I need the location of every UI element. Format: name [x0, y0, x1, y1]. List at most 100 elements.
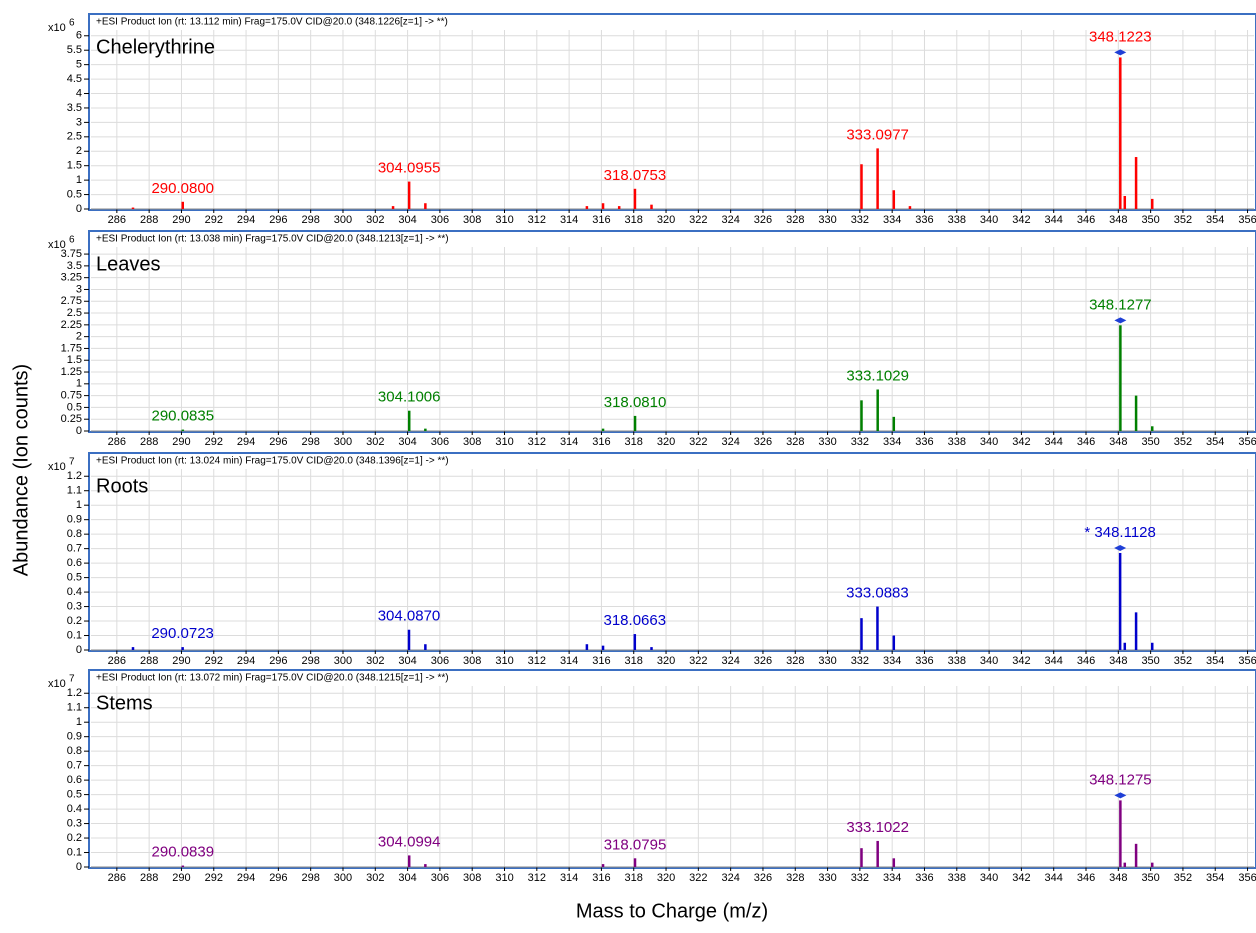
peak — [892, 190, 896, 209]
peak — [181, 201, 184, 209]
x-tick-label: 286 — [108, 655, 126, 667]
x-tick-label: 310 — [495, 655, 513, 667]
x-tick-label: 328 — [786, 872, 804, 884]
x-tick-label: 318 — [625, 655, 643, 667]
peak — [181, 865, 185, 867]
x-tick-label: 340 — [980, 436, 998, 448]
x-tick-label: 348 — [1109, 436, 1127, 448]
peak — [860, 164, 863, 209]
x-tick-label: 342 — [1012, 214, 1030, 226]
x-tick-label: 320 — [657, 214, 675, 226]
x-tick-label: 302 — [366, 872, 384, 884]
precursor-marker — [1114, 317, 1127, 324]
x-tick-label: 328 — [786, 436, 804, 448]
y-tick-label: 0.8 — [67, 528, 82, 540]
x-tick-label: 336 — [915, 214, 933, 226]
x-tick-label: 338 — [948, 214, 966, 226]
x-tick-label: 300 — [334, 872, 352, 884]
x-tick-label: 292 — [205, 214, 223, 226]
x-tick-label: 356 — [1238, 436, 1256, 448]
peak — [424, 203, 427, 209]
x-tick-label: 342 — [1012, 436, 1030, 448]
x-tick-label: 338 — [948, 872, 966, 884]
x-tick-label: 352 — [1174, 436, 1192, 448]
y-tick-label: 0.4 — [67, 803, 82, 815]
panel-frame — [88, 230, 1256, 433]
x-tick-label: 322 — [689, 872, 707, 884]
x-tick-label: 354 — [1206, 872, 1224, 884]
peak-label: 333.0977 — [846, 126, 909, 143]
x-tick-label: 310 — [495, 872, 513, 884]
scale-exponent: 7 — [69, 457, 75, 468]
peak-label: 333.1029 — [846, 367, 909, 384]
x-tick-label: 294 — [237, 872, 255, 884]
x-tick-label: 352 — [1174, 872, 1192, 884]
x-tick-label: 292 — [205, 436, 223, 448]
peak — [633, 188, 637, 209]
x-tick-label: 308 — [463, 436, 481, 448]
x-tick-label: 334 — [883, 214, 901, 226]
y-tick-label: 0 — [76, 203, 82, 215]
x-tick-label: 326 — [754, 214, 772, 226]
peak — [131, 207, 135, 209]
x-tick-label: 348 — [1109, 214, 1127, 226]
peak — [617, 206, 621, 209]
x-tick-label: 296 — [269, 655, 287, 667]
panel-header: +ESI Product Ion (rt: 13.112 min) Frag=1… — [96, 17, 448, 28]
peak — [1123, 196, 1127, 209]
scale-label: x10 — [48, 461, 66, 473]
x-tick-label: 324 — [721, 214, 739, 226]
peak — [1150, 862, 1154, 867]
peak — [585, 206, 589, 209]
y-tick-label: 5 — [76, 59, 82, 71]
x-tick-label: 356 — [1238, 655, 1256, 667]
x-tick-label: 312 — [528, 214, 546, 226]
peak — [601, 428, 605, 431]
x-tick-label: 316 — [592, 655, 610, 667]
peak-label: * 348.1128 — [1084, 524, 1155, 541]
x-tick-label: 352 — [1174, 214, 1192, 226]
peak — [650, 204, 653, 209]
scale-label: x10 — [48, 678, 66, 690]
peak — [407, 410, 411, 431]
panel-header: +ESI Product Ion (rt: 13.024 min) Frag=1… — [96, 456, 449, 467]
x-tick-label: 294 — [237, 214, 255, 226]
x-tick-label: 300 — [334, 655, 352, 667]
peak — [131, 647, 135, 650]
peak — [876, 840, 879, 867]
y-tick-label: 1.5 — [67, 160, 82, 172]
x-tick-label: 342 — [1012, 872, 1030, 884]
x-tick-label: 310 — [495, 214, 513, 226]
scale-exponent: 6 — [69, 235, 75, 246]
x-tick-label: 318 — [625, 872, 643, 884]
peak — [876, 389, 879, 431]
y-tick-label: 2.5 — [67, 307, 82, 319]
peak — [1119, 325, 1122, 431]
x-tick-label: 304 — [398, 214, 416, 226]
x-tick-label: 290 — [172, 872, 190, 884]
y-tick-label: 2.75 — [61, 295, 82, 307]
x-tick-label: 296 — [269, 872, 287, 884]
x-tick-label: 302 — [366, 436, 384, 448]
peak — [892, 635, 896, 650]
panel-header: +ESI Product Ion (rt: 13.072 min) Frag=1… — [96, 673, 449, 684]
x-tick-label: 324 — [721, 436, 739, 448]
x-tick-label: 290 — [172, 214, 190, 226]
peak-label: 304.0870 — [378, 608, 441, 625]
y-tick-label: 0.2 — [67, 832, 82, 844]
y-tick-label: 0.75 — [61, 390, 82, 402]
y-tick-label: 1.1 — [67, 485, 82, 497]
x-tick-label: 344 — [1045, 436, 1063, 448]
y-tick-label: 0.4 — [67, 586, 82, 598]
x-tick-label: 298 — [301, 655, 319, 667]
x-tick-label: 332 — [851, 214, 869, 226]
y-tick-label: 3.5 — [67, 102, 82, 114]
peak — [1134, 395, 1138, 431]
x-tick-label: 336 — [915, 872, 933, 884]
x-tick-label: 332 — [851, 655, 869, 667]
x-tick-label: 334 — [883, 655, 901, 667]
peak-label: 318.0810 — [604, 394, 667, 411]
peak — [391, 206, 395, 209]
peak — [1123, 862, 1127, 867]
x-tick-label: 300 — [334, 436, 352, 448]
